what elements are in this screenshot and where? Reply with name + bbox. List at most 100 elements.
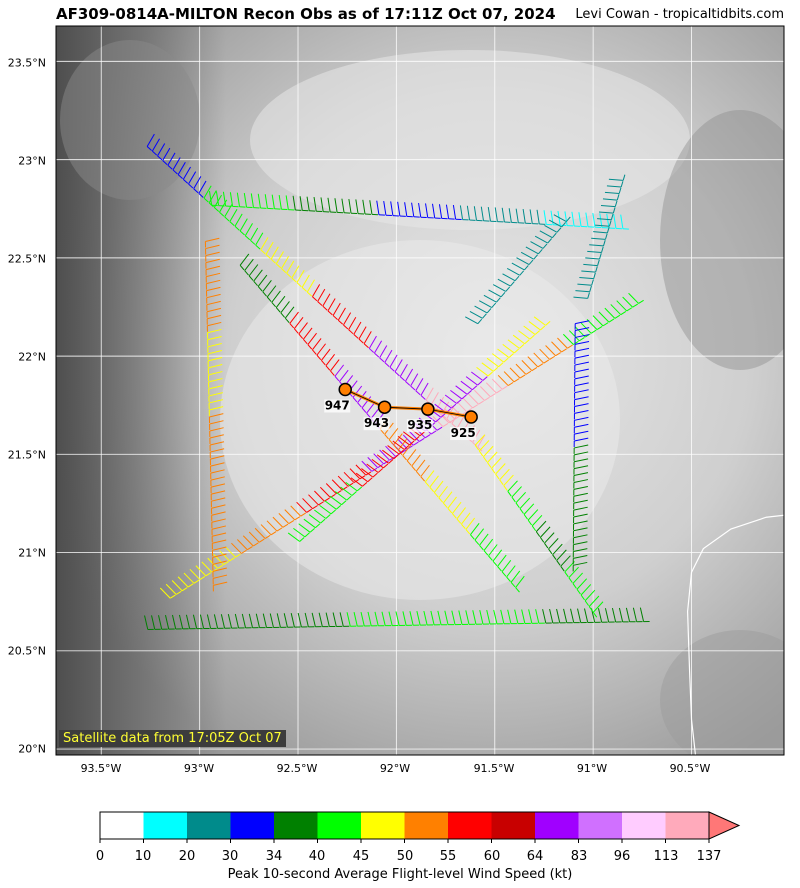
wind-barb-flag [561, 222, 566, 228]
wind-barb-flag [503, 357, 509, 363]
wind-barb-flag [356, 486, 363, 492]
wind-barb-flag [524, 265, 529, 271]
coastline [686, 514, 784, 755]
wind-barb-staff [574, 347, 590, 352]
wind-barb-staff [257, 274, 268, 287]
wind-barb-staff [529, 209, 533, 224]
wind-barb-staff [425, 203, 429, 218]
wind-barb-staff [290, 613, 295, 628]
wind-barb-flag [519, 344, 525, 349]
wind-barb-staff [509, 367, 521, 379]
wind-barb-flag [543, 359, 550, 364]
wind-barb-staff [266, 520, 278, 532]
wind-barb-staff [373, 340, 383, 354]
wind-barb-flag [533, 254, 539, 260]
wind-barb-flag [255, 244, 261, 250]
wind-barb-staff [296, 270, 305, 283]
wind-barb-flag [294, 516, 301, 521]
wind-barb-staff [539, 348, 551, 360]
wind-barb-flag [286, 272, 292, 278]
wind-barb-flag [501, 571, 507, 577]
wind-barb-flag [379, 357, 385, 363]
wind-barb-staff [392, 440, 405, 450]
wind-barb-staff [492, 549, 503, 562]
wind-barb-flag [531, 367, 538, 372]
satellite-image [56, 26, 784, 755]
wind-barb-staff [361, 460, 373, 472]
wind-barb-staff [606, 213, 610, 229]
wind-barb-staff [502, 344, 515, 354]
wind-barb-staff [308, 514, 321, 524]
wind-barb-staff [208, 392, 223, 397]
wind-barb-staff [262, 280, 272, 293]
wind-barb-staff [280, 301, 290, 314]
wind-barb-staff [534, 235, 548, 244]
wind-barb-staff [281, 255, 290, 269]
wind-barb-staff [556, 608, 561, 624]
wind-barb-staff [269, 613, 274, 628]
wind-barb-staff [248, 264, 259, 277]
wind-barb-flag [247, 546, 253, 551]
wind-barb-flag [250, 240, 256, 245]
wind-barb-flag [181, 587, 188, 592]
wind-barb-staff [275, 295, 286, 308]
wind-barb-staff [573, 492, 588, 497]
colorbar-tick-label: 137 [696, 849, 722, 864]
wind-barb-staff [575, 290, 590, 293]
wind-barb-flag [588, 606, 594, 612]
wind-barb-flag [441, 413, 447, 419]
wind-barb-staff [290, 505, 302, 517]
wind-barb-flag [182, 178, 189, 184]
wind-barb-staff [314, 490, 325, 502]
wind-barb-flag [591, 279, 594, 286]
y-tick-label: 21.5°N [7, 448, 46, 462]
wind-barb-flag [548, 548, 553, 555]
wind-barb-flag [638, 299, 644, 304]
wind-barb-flag [388, 439, 394, 445]
wind-barb-staff [599, 211, 614, 214]
wind-barb-staff [212, 567, 227, 572]
wind-barb-staff [182, 166, 191, 180]
wind-barb-staff [573, 499, 588, 504]
wind-barb-staff [515, 491, 527, 504]
wind-barb-flag [519, 374, 526, 379]
wind-barb-staff [539, 230, 553, 239]
wind-barb-staff [420, 382, 429, 396]
wind-barb-flag [265, 254, 271, 259]
colorbar-swatch [230, 812, 275, 839]
center-fix-track: 947 943 935 925 [324, 382, 478, 441]
wind-barb-staff [602, 198, 618, 201]
wind-barb-staff [296, 501, 307, 513]
wind-barb-flag [415, 390, 421, 396]
wind-barb-flag [309, 527, 315, 533]
wind-barb-staff [211, 497, 226, 502]
wind-barb-flag [491, 467, 496, 474]
wind-barb-staff [521, 609, 526, 624]
wind-barb-staff [388, 611, 393, 626]
wind-barb-staff [487, 451, 498, 463]
colorbar-tick-label: 64 [526, 849, 544, 864]
wind-barb-staff [211, 504, 226, 509]
wind-barb-staff [404, 202, 408, 217]
wind-barb-flag [291, 277, 297, 283]
colorbar-tick-label: 45 [352, 849, 370, 864]
wind-barb-staff [374, 611, 379, 626]
wind-barb-flag [146, 146, 152, 151]
wind-barb-staff [563, 608, 568, 623]
wind-barb-flag [257, 286, 263, 292]
wind-barb-staff [580, 584, 592, 596]
wind-barb-staff [206, 286, 221, 292]
wind-barb-flag [411, 465, 417, 471]
wind-barb-flag [528, 259, 534, 265]
wind-barb-staff [578, 212, 582, 227]
wind-barb-flag [477, 380, 483, 386]
wind-barb-staff [385, 445, 396, 457]
wind-barb-staff [574, 423, 589, 428]
wind-barb-flag [205, 572, 212, 577]
wind-barb-staff [600, 204, 616, 208]
wind-barb-flag [496, 297, 501, 303]
wind-barb-staff [371, 458, 384, 469]
wind-barb-flag [312, 349, 317, 355]
wind-barb-flag [477, 318, 483, 325]
wind-barb-staff [388, 427, 399, 440]
